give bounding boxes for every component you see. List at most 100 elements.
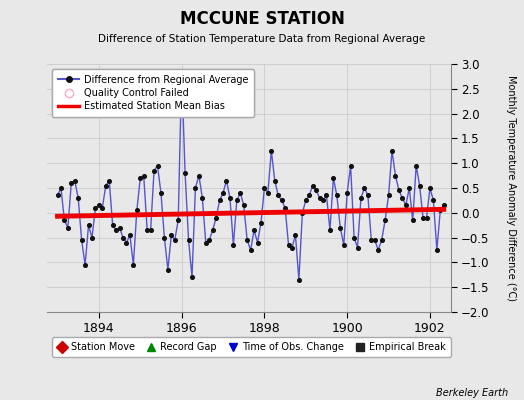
Point	[367, 237, 376, 243]
Point	[274, 192, 282, 199]
Point	[278, 197, 286, 204]
Point	[115, 224, 124, 231]
Point	[112, 227, 121, 233]
Point	[67, 180, 75, 186]
Point	[239, 202, 248, 208]
Point	[281, 205, 289, 211]
Point	[429, 197, 438, 204]
Point	[105, 177, 113, 184]
Point	[219, 190, 227, 196]
Point	[163, 267, 172, 273]
Point	[184, 237, 193, 243]
Point	[143, 227, 151, 233]
Point	[198, 195, 206, 201]
Point	[329, 175, 337, 181]
Point	[426, 185, 434, 191]
Point	[95, 202, 103, 208]
Point	[381, 217, 389, 224]
Point	[336, 224, 344, 231]
Point	[395, 187, 403, 194]
Point	[343, 190, 352, 196]
Point	[236, 190, 245, 196]
Point	[433, 247, 441, 253]
Point	[374, 247, 383, 253]
Point	[440, 202, 448, 208]
Point	[412, 162, 420, 169]
Point	[191, 185, 200, 191]
Point	[170, 237, 179, 243]
Point	[167, 232, 176, 238]
Point	[91, 205, 100, 211]
Point	[315, 195, 324, 201]
Point	[288, 244, 296, 251]
Point	[188, 274, 196, 280]
Point	[298, 210, 307, 216]
Point	[202, 239, 210, 246]
Point	[108, 222, 117, 228]
Legend: Difference from Regional Average, Quality Control Failed, Estimated Station Mean: Difference from Regional Average, Qualit…	[52, 69, 255, 117]
Point	[419, 214, 427, 221]
Point	[129, 262, 138, 268]
Point	[81, 262, 89, 268]
Point	[246, 247, 255, 253]
Point	[150, 168, 158, 174]
Point	[160, 234, 169, 241]
Point	[391, 172, 400, 179]
Point	[53, 192, 62, 199]
Point	[78, 237, 86, 243]
Point	[250, 227, 258, 233]
Point	[60, 217, 69, 224]
Point	[291, 232, 300, 238]
Point	[267, 148, 276, 154]
Point	[205, 237, 213, 243]
Point	[346, 162, 355, 169]
Point	[102, 182, 110, 189]
Point	[401, 202, 410, 208]
Point	[385, 192, 393, 199]
Point	[133, 207, 141, 214]
Point	[285, 242, 293, 248]
Point	[122, 239, 130, 246]
Point	[178, 68, 186, 75]
Point	[312, 187, 320, 194]
Point	[364, 192, 372, 199]
Point	[264, 190, 272, 196]
Point	[157, 190, 165, 196]
Point	[136, 175, 145, 181]
Point	[370, 237, 379, 243]
Text: Berkeley Earth: Berkeley Earth	[436, 388, 508, 398]
Point	[212, 214, 220, 221]
Point	[360, 185, 368, 191]
Point	[181, 170, 189, 176]
Point	[350, 234, 358, 241]
Point	[270, 177, 279, 184]
Point	[119, 234, 127, 241]
Point	[357, 195, 365, 201]
Point	[174, 217, 182, 224]
Point	[309, 182, 317, 189]
Point	[416, 182, 424, 189]
Point	[84, 222, 93, 228]
Point	[409, 217, 417, 224]
Point	[71, 177, 79, 184]
Point	[139, 172, 148, 179]
Point	[422, 214, 431, 221]
Point	[233, 197, 241, 204]
Point	[388, 148, 396, 154]
Legend: Station Move, Record Gap, Time of Obs. Change, Empirical Break: Station Move, Record Gap, Time of Obs. C…	[52, 337, 451, 357]
Point	[74, 195, 82, 201]
Point	[154, 162, 162, 169]
Point	[260, 185, 269, 191]
Point	[222, 177, 231, 184]
Point	[319, 197, 328, 204]
Point	[98, 205, 106, 211]
Point	[436, 207, 444, 214]
Point	[302, 197, 310, 204]
Point	[126, 232, 134, 238]
Point	[63, 224, 72, 231]
Text: Difference of Station Temperature Data from Regional Average: Difference of Station Temperature Data f…	[99, 34, 425, 44]
Point	[88, 234, 96, 241]
Point	[340, 242, 348, 248]
Point	[229, 242, 237, 248]
Text: MCCUNE STATION: MCCUNE STATION	[180, 10, 344, 28]
